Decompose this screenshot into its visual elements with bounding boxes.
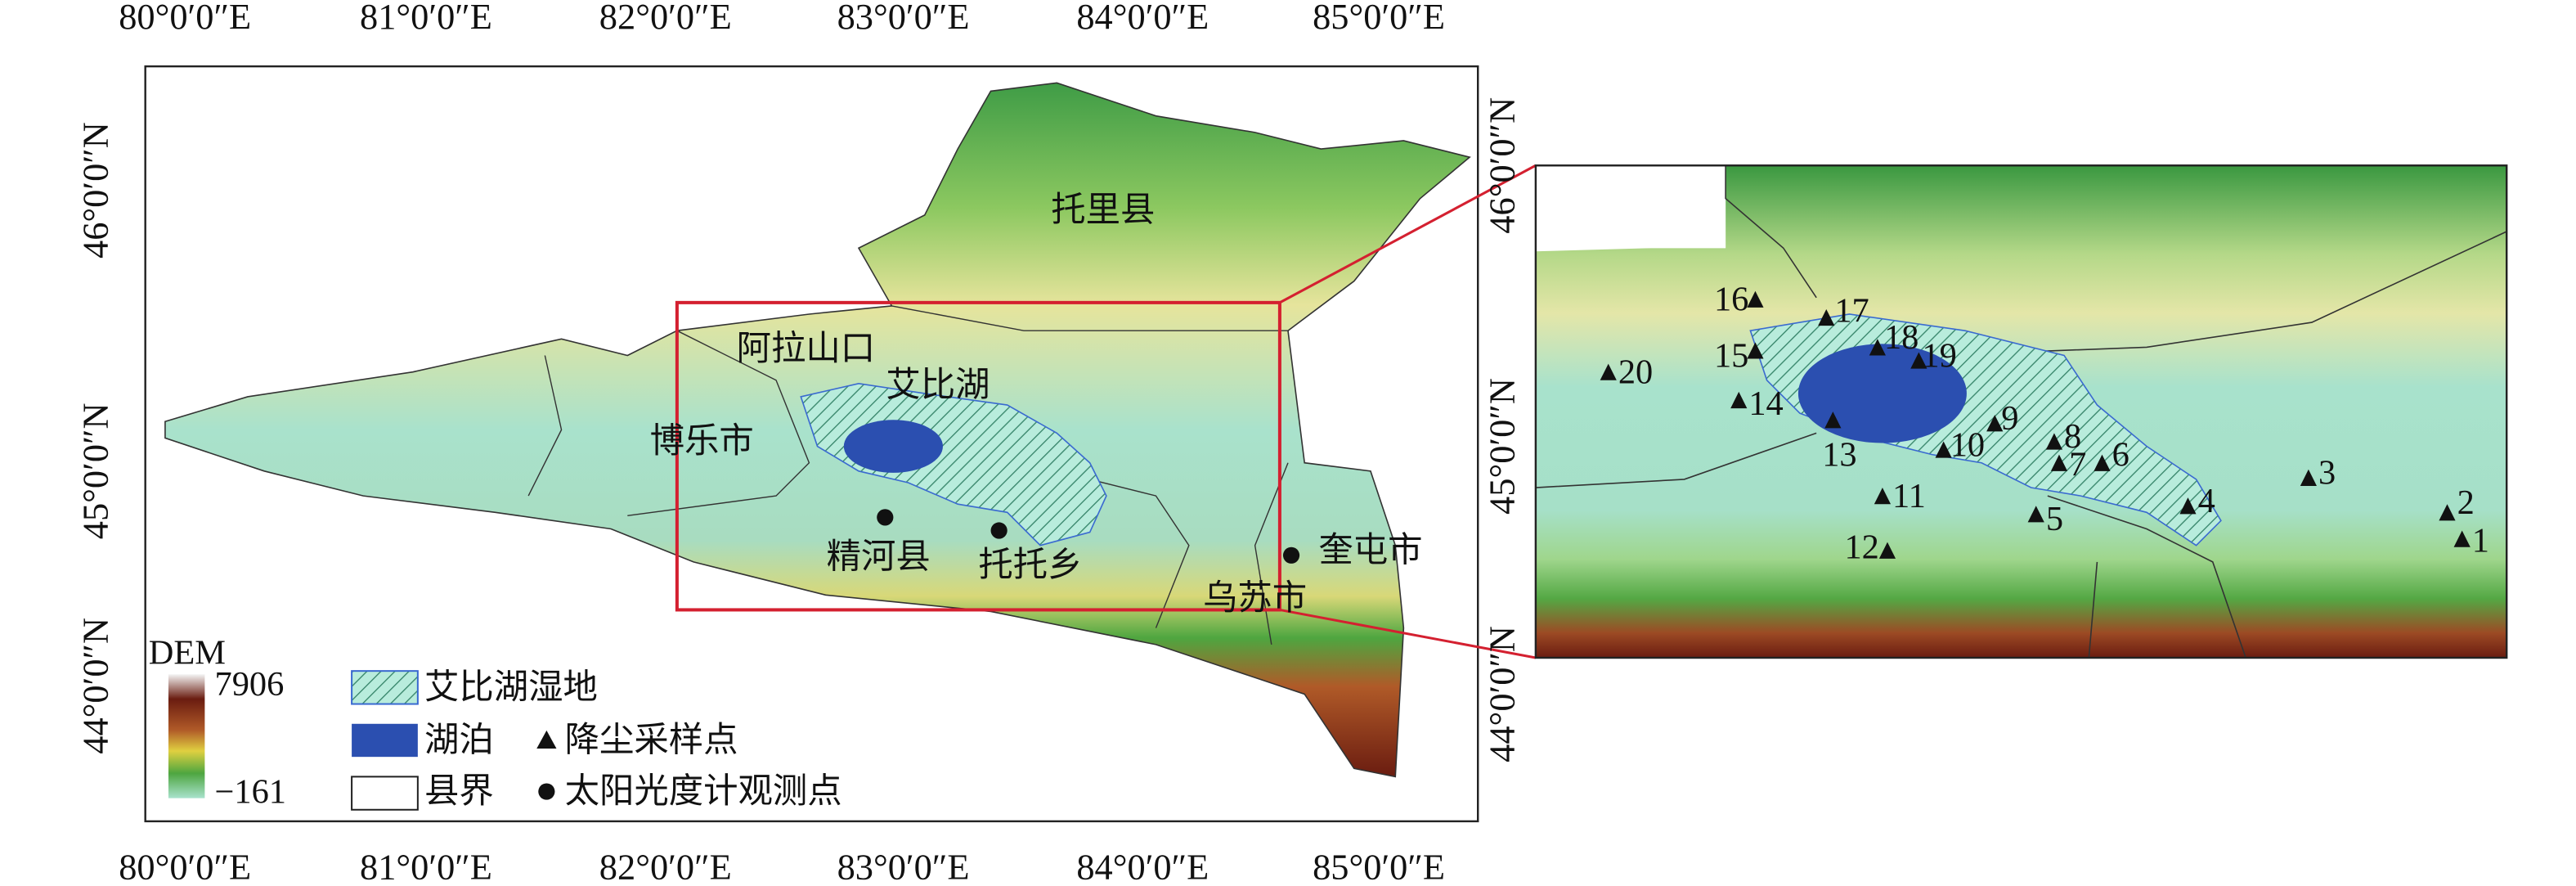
sample-site bbox=[1730, 391, 1748, 409]
legend-wetland bbox=[351, 670, 419, 705]
sample-site bbox=[1824, 412, 1842, 429]
legend-label: 艾比湖湿地 bbox=[424, 667, 598, 707]
legend-label: 湖泊 bbox=[424, 719, 494, 759]
sample-label: 16 bbox=[1714, 281, 1748, 319]
sample-label: 10 bbox=[1950, 425, 1985, 464]
sample-site bbox=[2179, 497, 2197, 515]
longitude-label: 82°0′0″E bbox=[599, 0, 732, 37]
longitude-label: 83°0′0″E bbox=[837, 847, 970, 886]
legend-label: 县界 bbox=[424, 771, 494, 811]
longitude-label: 85°0′0″E bbox=[1313, 0, 1445, 37]
sample-site bbox=[1747, 342, 1764, 359]
sample-label: 14 bbox=[1748, 385, 1783, 423]
sample-site bbox=[1986, 415, 2004, 432]
sample-site bbox=[1910, 352, 1928, 369]
legend-label: 太阳光度计观测点 bbox=[565, 771, 842, 811]
inset bbox=[1535, 165, 2507, 658]
sample-site bbox=[1935, 441, 1952, 458]
sample-label: 4 bbox=[2198, 482, 2215, 520]
place-name: 托托乡 bbox=[978, 544, 1082, 584]
sample-label: 11 bbox=[1892, 477, 1926, 515]
longitude-label: 81°0′0″E bbox=[360, 847, 492, 886]
longitude-label: 81°0′0″E bbox=[360, 0, 492, 37]
sample-site bbox=[2050, 454, 2068, 471]
legend-dot bbox=[538, 783, 555, 800]
latitude-label: 45°0′0″N bbox=[1482, 378, 1523, 515]
legend-lake bbox=[352, 723, 418, 758]
photometer-site bbox=[877, 509, 894, 526]
place-name: 精河县 bbox=[827, 536, 931, 576]
connector bbox=[1279, 164, 1537, 304]
sample-label: 19 bbox=[1922, 336, 1956, 375]
connector bbox=[1279, 608, 1537, 659]
sample-label: 17 bbox=[1834, 292, 1869, 331]
longitude-label: 80°0′0″E bbox=[119, 847, 251, 886]
longitude-label: 83°0′0″E bbox=[837, 0, 970, 37]
inset-frame bbox=[1534, 164, 2508, 659]
place-name: 阿拉山口 bbox=[737, 328, 876, 368]
longitude-label: 84°0′0″E bbox=[1076, 0, 1209, 37]
longitude-label: 80°0′0″E bbox=[119, 0, 251, 37]
legend-boundary bbox=[351, 776, 419, 811]
dem-bar bbox=[168, 674, 205, 798]
inset-box bbox=[675, 300, 1281, 612]
latitude-label: 45°0′0″N bbox=[74, 403, 115, 539]
legend-label: 降尘采样点 bbox=[565, 719, 738, 759]
legend-triangle bbox=[536, 730, 557, 749]
place-name: 艾比湖 bbox=[886, 364, 990, 404]
place-name: 托里县 bbox=[1051, 189, 1155, 229]
sample-site bbox=[1747, 290, 1764, 308]
place-name: 博乐市 bbox=[650, 421, 754, 461]
sample-site bbox=[1878, 542, 1896, 559]
sample-site bbox=[2045, 433, 2063, 450]
longitude-label: 85°0′0″E bbox=[1313, 847, 1445, 886]
sample-site bbox=[1869, 339, 1886, 356]
sample-label: 9 bbox=[2001, 399, 2018, 438]
longitude-label: 84°0′0″E bbox=[1076, 847, 1209, 886]
sample-site bbox=[1818, 308, 1835, 326]
sample-site bbox=[1600, 363, 1617, 380]
sample-site bbox=[1874, 488, 1892, 505]
sample-label: 3 bbox=[2318, 454, 2336, 492]
sample-site bbox=[2094, 454, 2111, 471]
sample-label: 1 bbox=[2472, 521, 2489, 560]
longitude-label: 82°0′0″E bbox=[599, 847, 732, 886]
place-name: 奎屯市 bbox=[1318, 529, 1422, 569]
sample-label: 18 bbox=[1884, 318, 1919, 357]
legend-min: −161 bbox=[214, 772, 286, 811]
sample-label: 20 bbox=[1618, 353, 1653, 391]
latitude-label: 46°0′0″N bbox=[74, 122, 115, 259]
sample-label: 15 bbox=[1714, 336, 1748, 375]
latitude-label: 46°0′0″N bbox=[1482, 97, 1523, 234]
sample-site bbox=[2439, 504, 2456, 521]
sample-label: 8 bbox=[2064, 417, 2081, 456]
sample-label: 2 bbox=[2457, 483, 2475, 522]
photometer-site bbox=[1282, 546, 1300, 564]
sample-label: 12 bbox=[1844, 528, 1878, 566]
sample-label: 5 bbox=[2046, 500, 2063, 538]
photometer-site bbox=[990, 522, 1008, 539]
lake bbox=[843, 420, 943, 473]
sample-site bbox=[2453, 530, 2471, 547]
sample-label: 7 bbox=[2069, 446, 2086, 484]
legend-title: DEM bbox=[149, 634, 226, 672]
sample-site bbox=[2300, 469, 2317, 486]
latitude-label: 44°0′0″N bbox=[1482, 626, 1523, 762]
place-name: 乌苏市 bbox=[1203, 578, 1307, 618]
sample-label: 13 bbox=[1822, 435, 1856, 474]
sample-site bbox=[2027, 506, 2044, 523]
sample-label: 6 bbox=[2112, 435, 2129, 474]
legend-max: 7906 bbox=[214, 665, 284, 704]
latitude-label: 44°0′0″N bbox=[74, 618, 115, 754]
